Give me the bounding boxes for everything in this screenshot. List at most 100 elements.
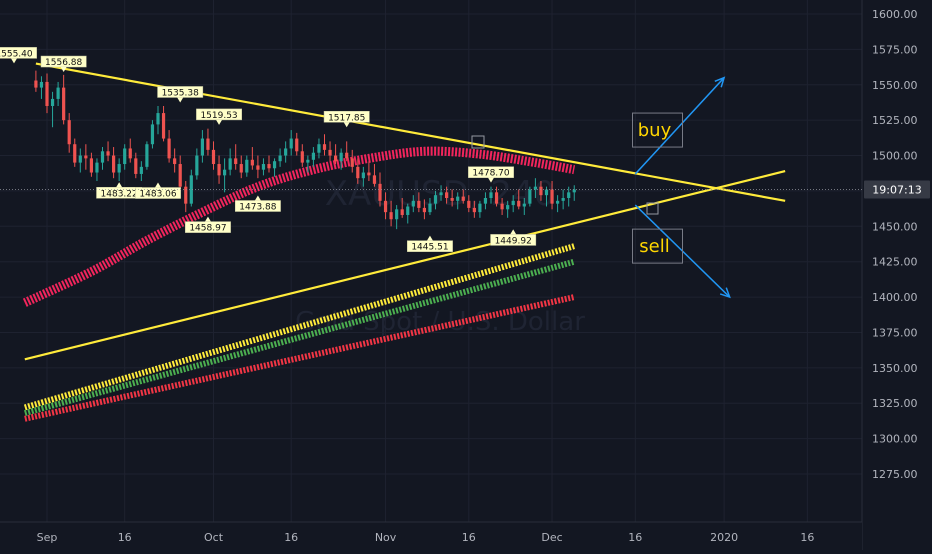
candle-body [239,164,243,173]
price-annotation-pointer [510,229,517,235]
price-annotation: 1483.06 [139,190,176,200]
price-annotation-pointer [426,235,433,241]
price-tick-label: 1350.00 [872,362,918,375]
text-box-frame [632,228,683,264]
time-tick-label: 16 [800,531,814,544]
candle-body [417,200,421,208]
current-price-countdown: 19:07:13 [872,184,921,197]
candle-body [511,200,515,206]
time-tick-label: Nov [375,531,397,544]
price-annotation: 1478.70 [472,169,509,179]
candle-body [161,113,166,139]
candle-body [467,200,471,208]
price-annotation: 1473.88 [239,203,276,213]
price-annotation-pointer [11,58,17,64]
arrow-head [714,76,726,88]
candle-body [367,172,371,176]
text-boxes: buy sell [632,112,683,264]
candle-body [561,198,565,201]
candle-body [67,120,71,145]
price-tick-label: 1300.00 [872,433,918,446]
price-annotation-pointer [155,182,161,188]
price-tick-label: 1575.00 [872,43,918,56]
candle-body [278,155,282,162]
time-tick-label: 16 [118,531,132,544]
candle-body [461,196,465,201]
candle-body [433,195,438,204]
candle-body [334,155,338,162]
candles [34,70,576,230]
candle-body [217,164,221,176]
candle-body [117,164,121,173]
candle-body [439,192,443,196]
price-tick-label: 1325.00 [872,397,918,410]
candle-body [478,203,482,213]
candle-body [456,196,460,201]
price-annotation: 1519.53 [200,111,237,121]
arrow-line [634,77,725,175]
candle-body [317,144,321,153]
price-annotation-pointer [254,195,261,201]
moving-average-line [24,294,575,422]
candle-body [517,200,521,207]
price-annotation: 1555.40 [0,49,33,59]
candle-body [100,151,105,163]
price-annotation-pointer [177,97,184,103]
candle-body [189,175,193,204]
price-tick-label: 1600.00 [872,8,918,21]
candle-body [506,205,510,210]
candle-body [178,164,182,187]
candle-body [234,158,238,165]
candle-body [489,192,493,198]
candle-body [400,209,404,215]
price-annotation-pointer [204,216,211,222]
candle-body [322,144,327,150]
price-annotation: 1449.92 [495,236,532,246]
moving-averages [22,146,576,422]
candle-body [395,209,399,220]
candle-body [56,87,60,99]
candle-body [89,158,93,173]
price-tick-label: 1450.00 [872,220,918,233]
candle-body [289,138,293,149]
candle-body [228,158,232,170]
candle-body [128,148,132,159]
candle-body [95,162,99,173]
price-annotation: 1517.85 [328,113,365,123]
candle-body [261,164,266,170]
candle-body [411,200,415,207]
moving-average-line [24,258,576,417]
candle-body [500,203,504,210]
candle-body [206,138,210,150]
price-tick-label: 1425.00 [872,256,918,269]
price-annotation: 1458.97 [189,224,226,234]
candle-body [539,186,543,196]
price-annotation-pointer [116,182,123,188]
drawing-marker [471,135,485,149]
arrow-head [719,287,731,299]
candle-body [383,200,388,213]
candle-body [533,186,537,190]
time-tick-label: 16 [284,531,298,544]
time-tick-label: 16 [628,531,642,544]
price-annotations: 1556.88 1535.38 1519.53 1517.85 1478.70 1483.… [0,47,537,253]
current-price-tag-bg [864,180,930,199]
trendline [24,170,786,361]
candle-body [556,200,560,204]
price-annotation: 1535.38 [162,88,199,98]
candle-body [356,166,360,179]
candle-body [184,186,188,204]
candle-body [78,155,82,163]
candle-body [494,192,499,204]
candle-body [45,81,49,106]
candle-body [550,189,554,204]
price-axis: 1600.001575.001550.001525.001500.001475.… [872,8,918,481]
text-box-frame [632,112,683,148]
time-tick-label: 2020 [710,531,738,544]
candle-body [361,172,365,179]
candle-body [73,144,77,163]
candle-body [422,207,426,213]
price-annotation: 1445.51 [411,243,448,253]
